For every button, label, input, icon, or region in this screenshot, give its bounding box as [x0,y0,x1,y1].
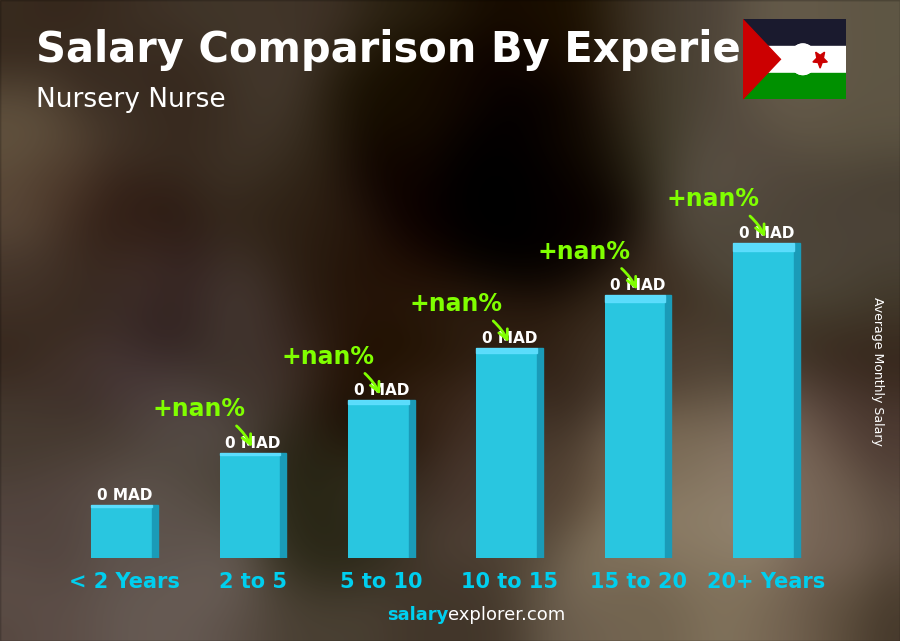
Bar [91,505,152,506]
Polygon shape [796,47,817,71]
Bar [348,400,409,404]
Text: 0 MAD: 0 MAD [610,278,666,294]
Text: explorer.com: explorer.com [448,606,565,624]
Text: Salary Comparison By Experience: Salary Comparison By Experience [36,29,824,71]
Text: +nan%: +nan% [410,292,508,339]
Bar [605,296,671,558]
Bar [220,453,280,455]
Polygon shape [790,44,816,74]
Bar [742,72,846,99]
Text: salary: salary [387,606,448,624]
Text: 10 to 15: 10 to 15 [461,572,558,592]
Polygon shape [813,52,827,68]
Text: 15 to 20: 15 to 20 [590,572,687,592]
Bar [476,348,537,353]
Text: +nan%: +nan% [538,240,635,287]
Bar [605,296,665,302]
Text: 20+ Years: 20+ Years [707,572,825,592]
Bar [409,400,415,558]
Text: 5 to 10: 5 to 10 [340,572,423,592]
Polygon shape [796,47,817,71]
Text: 0 MAD: 0 MAD [225,436,281,451]
Polygon shape [742,19,780,99]
Bar [476,348,543,558]
Text: Average Monthly Salary: Average Monthly Salary [871,297,884,446]
Text: 0 MAD: 0 MAD [97,488,152,503]
Bar [152,505,158,558]
Bar [742,19,846,46]
Text: 0 MAD: 0 MAD [482,331,537,345]
Bar [794,243,800,558]
Text: +nan%: +nan% [153,397,250,444]
Text: 2 to 5: 2 to 5 [219,572,287,592]
Bar [280,453,286,558]
Bar [348,400,415,558]
Text: < 2 Years: < 2 Years [69,572,180,592]
Polygon shape [796,47,817,71]
Bar [665,296,671,558]
Bar [91,505,158,558]
Text: +nan%: +nan% [281,345,379,392]
Bar [733,243,794,251]
Bar [742,46,846,72]
Text: +nan%: +nan% [666,187,764,235]
Text: Nursery Nurse: Nursery Nurse [36,87,226,113]
Text: 0 MAD: 0 MAD [354,383,409,398]
Text: 0 MAD: 0 MAD [739,226,794,241]
Bar [537,348,543,558]
Bar [733,243,800,558]
Polygon shape [790,44,816,74]
Bar [220,453,286,558]
